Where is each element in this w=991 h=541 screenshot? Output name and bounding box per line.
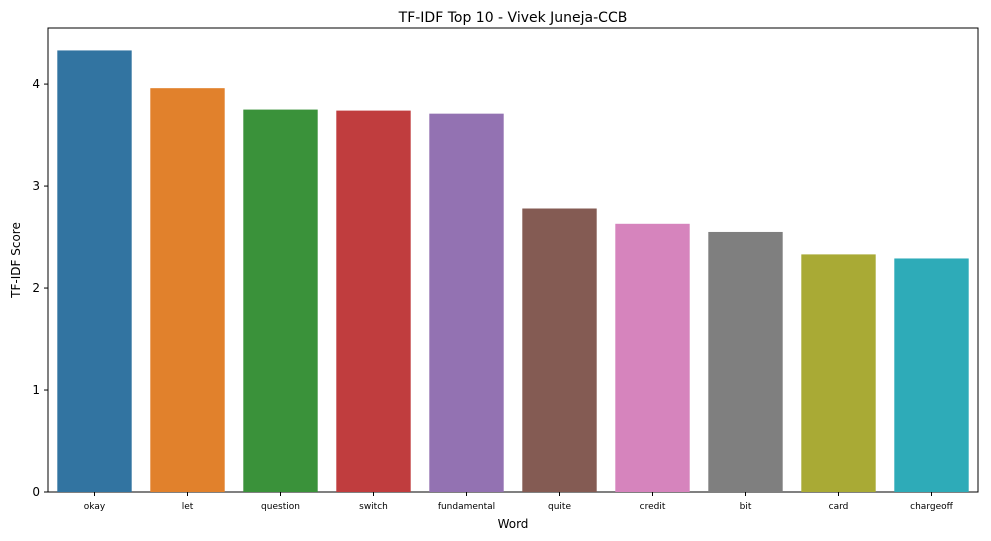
bars-group [57,50,969,493]
bar-okay [57,50,132,492]
y-tick-label-4: 4 [32,77,40,91]
y-tick-label-2: 2 [32,281,40,295]
bar-card [801,254,876,492]
bar-quite [522,208,597,492]
y-tick-label-1: 1 [32,383,40,397]
plot-area [47,27,979,493]
bar-switch [336,110,411,492]
bar-credit [615,223,690,493]
x-tick-label-let: let [182,502,194,512]
x-tick-label-fundamental: fundamental [438,502,495,512]
x-tick-label-okay: okay [84,502,106,512]
y-axis: 0 1 2 3 4 [32,77,48,499]
x-tick-label-switch: switch [359,502,388,512]
bar-let [150,88,225,493]
chart-title: TF-IDF Top 10 - Vivek Juneja-CCB [398,10,628,26]
bar-bit [708,231,783,492]
bar-fundamental [429,113,504,493]
x-tick-label-bit: bit [740,502,752,512]
x-tick-label-quite: quite [548,502,571,512]
x-tick-label-credit: credit [640,502,666,512]
y-tick-label-3: 3 [32,179,40,193]
x-tick-label-card: card [829,502,849,512]
x-axis: okay let question switch fundamental quite cre… [84,492,954,512]
x-axis-label: Word [498,517,529,531]
x-tick-label-chargeoff: chargeoff [910,502,953,512]
bar-question [243,109,318,492]
y-axis-label: TF-IDF Score [9,222,23,299]
y-tick-label-0: 0 [32,485,40,499]
bar-chargeoff [894,258,969,492]
x-tick-label-question: question [261,502,300,512]
